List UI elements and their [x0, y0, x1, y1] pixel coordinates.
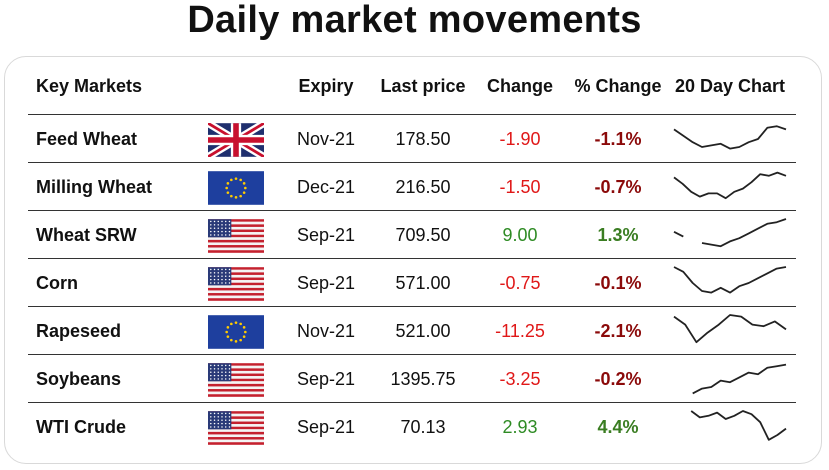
table-row: WTI Crude Sep-21 70.13 2.93 4.4%	[0, 403, 829, 451]
expiry-value: Dec-21	[296, 177, 356, 197]
eu-flag	[208, 315, 264, 349]
row-divider	[28, 162, 796, 163]
last-price-value: 1395.75	[390, 369, 456, 389]
change-value: -0.75	[499, 273, 541, 293]
last-price-value: 571.00	[395, 273, 451, 293]
change-value: 9.00	[502, 225, 538, 245]
last-price-value: 521.00	[395, 321, 451, 341]
change-value: -1.50	[499, 177, 541, 197]
expiry-value: Nov-21	[296, 129, 356, 149]
header-expiry: Expiry	[298, 76, 354, 96]
us-flag	[208, 219, 264, 253]
row-divider	[28, 402, 796, 403]
header-key-markets: Key Markets	[36, 76, 143, 96]
row-divider	[28, 306, 796, 307]
sparkline-chart	[670, 407, 790, 452]
row-divider	[28, 354, 796, 355]
pct-change-value: -2.1%	[594, 321, 642, 341]
table-row: Wheat SRW Sep-21 709.50 9.00 1.3%	[0, 211, 829, 259]
page-title: Daily market movements	[187, 0, 642, 41]
expiry-value: Sep-21	[296, 369, 356, 389]
expiry-value: Sep-21	[296, 417, 356, 437]
market-name: Milling Wheat	[36, 177, 152, 197]
header-pct-change: % Change	[574, 76, 662, 96]
uk-flag	[208, 123, 264, 157]
us-flag	[208, 411, 264, 445]
table-row: Soybeans Sep-21 1395.75 -3.25 -0.2%	[0, 355, 829, 403]
table-row: Milling Wheat Dec-21 216.50 -1.50 -0.7%	[0, 163, 829, 211]
last-price-value: 216.50	[395, 177, 451, 197]
sparkline-chart	[670, 119, 790, 164]
header-20-day-chart: 20 Day Chart	[674, 76, 786, 96]
us-flag	[208, 267, 264, 301]
pct-change-value: 1.3%	[597, 225, 639, 245]
table-row: Corn Sep-21 571.00 -0.75 -0.1%	[0, 259, 829, 307]
sparkline-chart	[670, 263, 790, 308]
market-name: Feed Wheat	[36, 129, 138, 149]
eu-flag	[208, 171, 264, 205]
last-price-value: 178.50	[395, 129, 451, 149]
market-name: WTI Crude	[36, 417, 126, 437]
row-divider	[28, 210, 796, 211]
last-price-value: 709.50	[395, 225, 451, 245]
last-price-value: 70.13	[400, 417, 446, 437]
change-value: 2.93	[502, 417, 538, 437]
row-divider	[28, 114, 796, 115]
change-value: -3.25	[499, 369, 541, 389]
expiry-value: Sep-21	[296, 273, 356, 293]
pct-change-value: -1.1%	[594, 129, 642, 149]
expiry-value: Nov-21	[296, 321, 356, 341]
market-table-panel	[4, 56, 822, 464]
sparkline-chart	[670, 167, 790, 212]
sparkline-chart	[670, 215, 790, 260]
pct-change-value: -0.7%	[594, 177, 642, 197]
row-divider	[28, 258, 796, 259]
change-value: -11.25	[495, 321, 545, 341]
pct-change-value: 4.4%	[597, 417, 639, 437]
table-row: Feed Wheat Nov-21 178.50 -1.90 -1.1%	[0, 115, 829, 163]
header-change: Change	[486, 76, 554, 96]
market-name: Corn	[36, 273, 78, 293]
us-flag	[208, 363, 264, 397]
market-name: Rapeseed	[36, 321, 122, 341]
sparkline-chart	[670, 311, 790, 356]
table-row: Rapeseed Nov-21 521.00 -11.25 -2.1%	[0, 307, 829, 355]
header-last-price: Last price	[380, 76, 466, 96]
expiry-value: Sep-21	[296, 225, 356, 245]
change-value: -1.90	[499, 129, 541, 149]
pct-change-value: -0.2%	[594, 369, 642, 389]
sparkline-chart	[670, 359, 790, 404]
market-name: Soybeans	[36, 369, 122, 389]
pct-change-value: -0.1%	[594, 273, 642, 293]
market-name: Wheat SRW	[36, 225, 137, 245]
